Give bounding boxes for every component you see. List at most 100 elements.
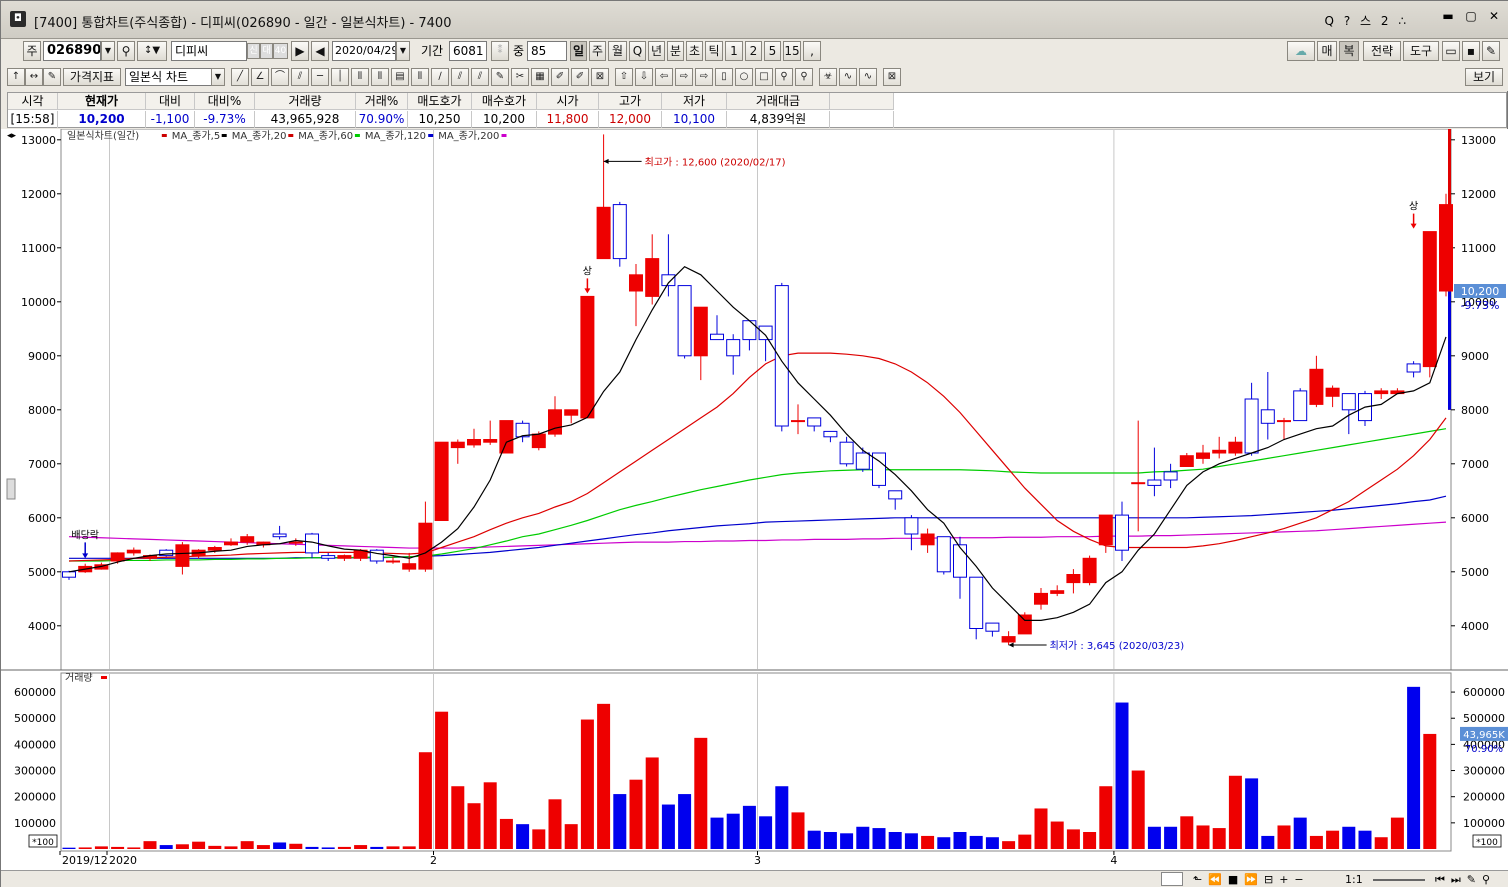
volume-bar bbox=[548, 799, 562, 849]
vertical-line-icon[interactable]: │ bbox=[331, 68, 349, 86]
minimize-button[interactable]: ▬ bbox=[1442, 9, 1454, 23]
prev-arrow-icon[interactable]: ◀ bbox=[311, 41, 329, 61]
fib-icon[interactable]: ☣ bbox=[819, 68, 837, 86]
zoom-icon[interactable]: ⚲ bbox=[795, 68, 813, 86]
period-button[interactable]: 일 bbox=[570, 41, 587, 61]
chart-type-dropdown-icon[interactable]: ▼ bbox=[211, 68, 225, 86]
open-folder-icon[interactable]: ▭ bbox=[1442, 41, 1460, 61]
lock-icon[interactable]: ⁑ bbox=[491, 41, 509, 61]
date-input[interactable]: 2020/04/29 bbox=[332, 41, 396, 61]
chart-type-select[interactable]: 일본식 차트 bbox=[125, 68, 213, 86]
wave-icon[interactable]: ∿ bbox=[839, 68, 857, 86]
frame-icon[interactable]: ⊠ bbox=[591, 68, 609, 86]
trend-tool-icon[interactable]: ∕ bbox=[431, 68, 449, 86]
high-arrow-head bbox=[603, 158, 609, 164]
horizontal-line-icon[interactable]: ─ bbox=[311, 68, 329, 86]
pencil-icon[interactable]: ✎ bbox=[491, 68, 509, 86]
table-tool-icon[interactable]: ▤ bbox=[391, 68, 409, 86]
chart-area[interactable]: ◂▸ 4000 4000 5000 5000 6000 6000 7000 7000 8000 80… bbox=[1, 128, 1508, 871]
search-icon[interactable]: ⚲ bbox=[117, 41, 135, 61]
price-indicator-button[interactable]: 가격지표 bbox=[63, 68, 121, 86]
period-button[interactable]: 2 bbox=[745, 41, 762, 61]
volume-tick-label-left: 500000 bbox=[14, 712, 56, 725]
volume-bar bbox=[580, 719, 594, 849]
period-button[interactable]: 월 bbox=[608, 41, 627, 61]
date-dropdown-icon[interactable]: ▼ bbox=[396, 41, 410, 61]
period-button[interactable]: 15 bbox=[783, 41, 801, 61]
volume-current-box bbox=[1460, 726, 1508, 741]
brush-icon[interactable]: ✐ bbox=[571, 68, 589, 86]
volume-bar bbox=[1374, 837, 1388, 849]
period-button[interactable]: 틱 bbox=[705, 41, 723, 61]
arrow-up-icon[interactable]: ⇧ bbox=[615, 68, 633, 86]
angle-tool-icon[interactable]: ∠ bbox=[251, 68, 269, 86]
period-button[interactable]: 주 bbox=[589, 41, 606, 61]
period-button[interactable]: 5 bbox=[764, 41, 781, 61]
stock-code-input[interactable]: 026890 bbox=[43, 41, 101, 61]
volume-bar bbox=[499, 818, 513, 849]
delete-icon[interactable]: ⊠ bbox=[883, 68, 901, 86]
next-arrow-icon[interactable]: ▶ bbox=[291, 41, 309, 61]
period-button[interactable]: Q bbox=[629, 41, 646, 61]
square-icon[interactable]: □ bbox=[755, 68, 773, 86]
count-input[interactable]: 85 bbox=[527, 41, 567, 61]
quote-value: 4,839억원 bbox=[727, 111, 830, 128]
period-input[interactable]: 6081 bbox=[449, 41, 487, 61]
fan-tool-icon[interactable]: ⫽ bbox=[291, 68, 309, 86]
buy-sell-button[interactable]: 매 bbox=[1317, 41, 1337, 61]
line-tool-icon[interactable]: ╱ bbox=[231, 68, 249, 86]
period-button[interactable]: 1 bbox=[725, 41, 743, 61]
channel-tool-icon[interactable]: ⫽ bbox=[451, 68, 469, 86]
candle-body bbox=[1179, 455, 1194, 468]
arrow-right-icon[interactable]: ⇨ bbox=[675, 68, 693, 86]
candle-body bbox=[1309, 368, 1324, 405]
period-more-button[interactable]: , bbox=[803, 41, 821, 61]
title-tool-icons[interactable]: Q ? 스 2 ∴ bbox=[1324, 14, 1409, 28]
restore-button[interactable]: ▢ bbox=[1465, 9, 1477, 23]
navigation-icons[interactable]: ⬑⏪■⏩⊟+− bbox=[1193, 873, 1310, 886]
circle-icon[interactable]: ○ bbox=[735, 68, 753, 86]
candlestick-chart[interactable]: ◂▸ 4000 4000 5000 5000 6000 6000 7000 7000 8000 80… bbox=[1, 128, 1508, 871]
cloud-icon[interactable]: ☁ bbox=[1287, 41, 1315, 61]
arrow-down-icon[interactable]: ⇩ bbox=[635, 68, 653, 86]
wave-icon[interactable]: ∿ bbox=[859, 68, 877, 86]
grid-tool-icon[interactable]: ⦀ bbox=[351, 68, 369, 86]
arrow-left-icon[interactable]: ⇦ bbox=[655, 68, 673, 86]
settings-icon[interactable]: ✎ bbox=[1482, 41, 1500, 61]
grid-tool-icon[interactable]: ⦀ bbox=[371, 68, 389, 86]
expand-icon[interactable]: ↔ bbox=[25, 68, 43, 86]
view-button[interactable]: 보기 bbox=[1465, 68, 1503, 86]
volume-bar bbox=[192, 841, 206, 849]
channel-tool-icon[interactable]: ⫽ bbox=[471, 68, 489, 86]
close-button[interactable]: ✕ bbox=[1488, 9, 1500, 23]
scroll-thumb[interactable] bbox=[1161, 872, 1183, 886]
end-navigation-icons[interactable]: ⏮⏭✎⚲ bbox=[1435, 873, 1497, 886]
code-dropdown-icon[interactable]: ▼ bbox=[101, 41, 115, 61]
edit-icon[interactable]: ✎ bbox=[43, 68, 61, 86]
candle-body bbox=[126, 549, 141, 554]
strategy-button[interactable]: 전략 bbox=[1363, 41, 1401, 61]
stock-name-field[interactable]: 디피씨 bbox=[171, 41, 247, 61]
period-button[interactable]: 초 bbox=[686, 41, 703, 61]
brush-icon[interactable]: ✐ bbox=[551, 68, 569, 86]
candle-body bbox=[726, 339, 741, 357]
color-icon[interactable]: ▦ bbox=[531, 68, 549, 86]
candle-body bbox=[1050, 590, 1065, 594]
up-arrow-icon[interactable]: ↑ bbox=[7, 68, 25, 86]
period-button[interactable]: 분 bbox=[667, 41, 684, 61]
eraser-icon[interactable]: ✂ bbox=[511, 68, 529, 86]
multi-button[interactable]: 복 bbox=[1339, 41, 1359, 61]
market-type-button[interactable]: 주 bbox=[23, 41, 41, 61]
grid-tool-icon[interactable]: ⦀ bbox=[411, 68, 429, 86]
arrow-right-icon[interactable]: ⇨ bbox=[695, 68, 713, 86]
zoom-slider[interactable] bbox=[1373, 879, 1425, 881]
zoom-icon[interactable]: ⚲ bbox=[775, 68, 793, 86]
tools-button[interactable]: 도구 bbox=[1403, 41, 1439, 61]
period-button[interactable]: 년 bbox=[648, 41, 665, 61]
quote-value: 10,200 bbox=[58, 111, 146, 128]
save-icon[interactable]: ▪ bbox=[1462, 41, 1480, 61]
rectangle-icon[interactable]: ▯ bbox=[715, 68, 733, 86]
sort-icon[interactable]: ↕▼ bbox=[137, 41, 167, 61]
arc-tool-icon[interactable]: ⌒ bbox=[271, 68, 289, 86]
y-tick-label-right: 11000 bbox=[1461, 242, 1496, 255]
